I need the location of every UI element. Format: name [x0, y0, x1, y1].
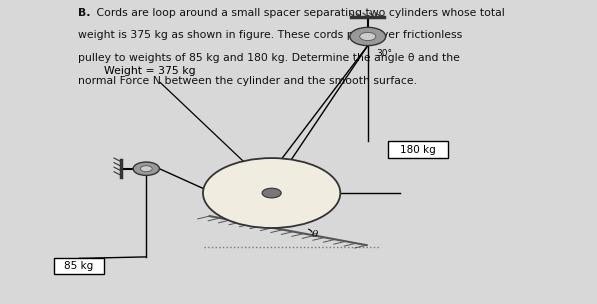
Text: 30°: 30°: [377, 49, 393, 58]
Text: Weight = 375 kg: Weight = 375 kg: [104, 67, 196, 77]
Text: θ: θ: [312, 230, 318, 239]
Circle shape: [203, 158, 340, 228]
Text: 180 kg: 180 kg: [400, 145, 436, 155]
Text: 85 kg: 85 kg: [64, 261, 94, 271]
Text: normal Force N between the cylinder and the smooth surface.: normal Force N between the cylinder and …: [78, 76, 417, 86]
Circle shape: [133, 162, 159, 175]
Circle shape: [262, 188, 281, 198]
Text: Cords are loop around a small spacer separating two cylinders whose total: Cords are loop around a small spacer sep…: [93, 8, 504, 18]
Circle shape: [140, 166, 152, 172]
Text: pulley to weights of 85 kg and 180 kg. Determine the angle θ and the: pulley to weights of 85 kg and 180 kg. D…: [78, 53, 460, 63]
Text: B.: B.: [78, 8, 90, 18]
Circle shape: [350, 27, 386, 46]
FancyBboxPatch shape: [388, 141, 448, 158]
Circle shape: [359, 33, 376, 41]
FancyBboxPatch shape: [54, 258, 104, 274]
Text: weight is 375 kg as shown in figure. These cords pass over frictionless: weight is 375 kg as shown in figure. The…: [78, 30, 462, 40]
